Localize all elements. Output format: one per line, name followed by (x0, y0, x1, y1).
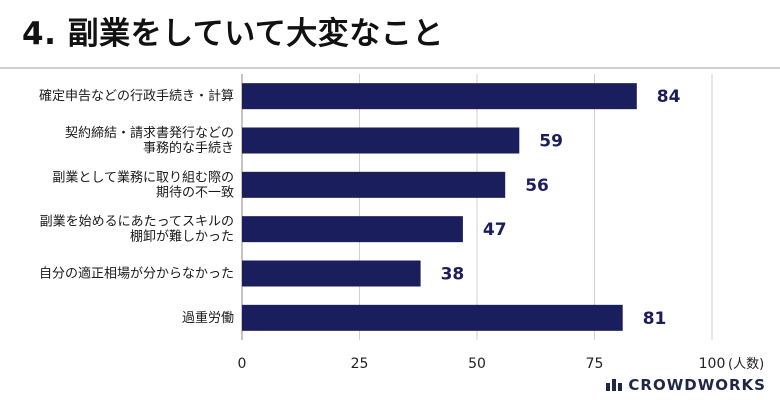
category-label: 過重労働 (182, 310, 234, 326)
bar (242, 171, 506, 198)
value-label: 59 (539, 132, 563, 152)
value-label: 38 (441, 265, 465, 285)
x-tick-label: 0 (238, 356, 247, 372)
x-tick-label: 75 (586, 356, 604, 372)
bar (242, 127, 520, 154)
category-label: 確定申告などの行政手続き・計算 (39, 88, 234, 104)
category-label: 副業を始めるにあたってスキルの棚卸が難しかった (40, 214, 234, 245)
x-tick-label: 100 (699, 356, 726, 372)
bar (242, 260, 421, 287)
page-title: 4. 副業をしていて大変なこと (22, 16, 444, 52)
crowdworks-logo-icon (606, 379, 623, 391)
bar (242, 304, 623, 331)
x-tick-label: 25 (351, 356, 369, 372)
value-label: 47 (483, 220, 507, 240)
bar (242, 216, 463, 243)
title-divider (0, 67, 780, 69)
x-axis-unit-label: (人数) (728, 357, 764, 372)
category-label: 副業として業務に取り組む際の期待の不一致 (52, 169, 234, 200)
crowdworks-logo: CROWDWORKS (606, 376, 766, 394)
x-tick-label: 50 (468, 356, 486, 372)
category-label: 契約締結・請求書発行などの事務的な手続き (65, 125, 234, 156)
bar (242, 83, 637, 110)
category-label: 自分の適正相場が分からなかった (39, 266, 234, 282)
value-label: 81 (643, 309, 667, 329)
value-label: 84 (657, 87, 681, 107)
logo-text: CROWDWORKS (628, 376, 766, 394)
value-label: 56 (525, 176, 549, 196)
